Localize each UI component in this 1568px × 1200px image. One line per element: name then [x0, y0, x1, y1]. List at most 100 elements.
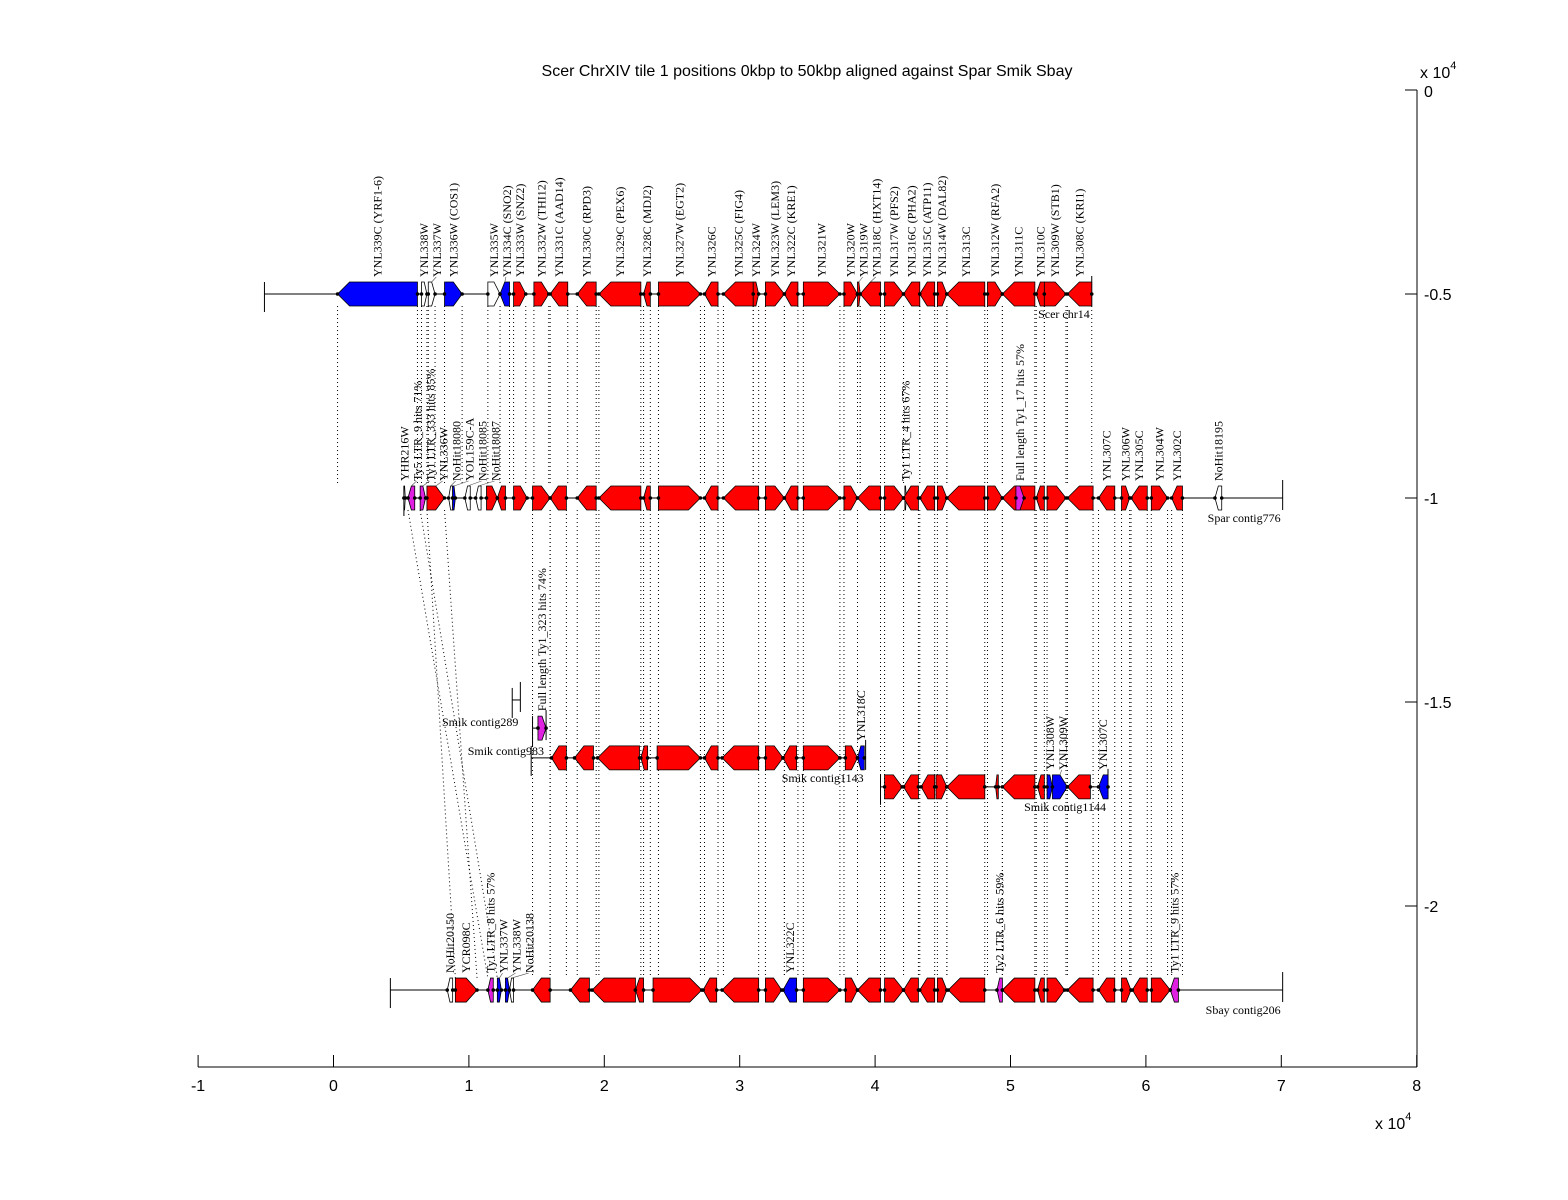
gene-label: YNL310C — [1033, 226, 1047, 277]
figure-title: Scer ChrXIV tile 1 positions 0kbp to 50k… — [542, 63, 1073, 80]
gene-boundary-dot — [982, 292, 987, 296]
gene-label: YNL304W — [1152, 426, 1166, 481]
gene-boundary-dot — [858, 292, 863, 296]
gene-arrow — [1046, 977, 1066, 1003]
gene-label: NoHit18087 — [489, 421, 503, 481]
gene-boundary-dot — [1050, 785, 1055, 789]
gene-boundary-dot — [1035, 988, 1040, 992]
gene-arrow — [721, 977, 760, 1003]
gene-arrow — [802, 485, 841, 511]
gene-boundary-dot — [901, 988, 906, 992]
gene-arrow — [658, 281, 701, 307]
label-leader-line — [422, 480, 430, 487]
gene-boundary-dot — [698, 756, 703, 760]
x-tick-label: 2 — [600, 1078, 609, 1095]
gene-boundary-dot — [1180, 496, 1185, 500]
contig-label: Smik contig1143 — [782, 771, 864, 785]
gene-boundary-dot — [1096, 988, 1101, 992]
gene-label: YNL315C (ATP11) — [920, 182, 934, 277]
gene-boundary-dot — [633, 988, 638, 992]
gene-boundary-dot — [1130, 988, 1135, 992]
gene-arrow — [802, 977, 841, 1003]
gene-arrow — [336, 281, 418, 307]
gene-boundary-dot — [1169, 496, 1174, 500]
gene-label: YNL330C (RPD3) — [580, 186, 594, 277]
gene-label: Ty2 LTR_6 hits 59% — [993, 873, 1007, 973]
gene-arrow — [1150, 977, 1171, 1003]
gene-boundary-dot — [495, 496, 500, 500]
gene-boundary-dot — [763, 496, 768, 500]
gene-arrow — [551, 745, 567, 771]
gene-label: YNL308C (KRI1) — [1073, 189, 1087, 277]
gene-boundary-dot — [1033, 785, 1037, 789]
gene-label: YNL308W — [1043, 715, 1057, 770]
gene-arrow — [783, 281, 799, 307]
gene-boundary-dot — [756, 988, 761, 992]
gene-boundary-dot — [855, 292, 860, 296]
contig-label: Smik contig1144 — [1024, 800, 1106, 814]
gene-label: YNL322C — [783, 922, 797, 973]
gene-boundary-dot — [460, 292, 464, 296]
gene-boundary-dot — [935, 496, 940, 500]
gene-arrow — [576, 485, 597, 511]
gene-arrow — [884, 281, 905, 307]
x-tick-label: 6 — [1141, 1078, 1150, 1095]
gene-boundary-dot — [446, 496, 451, 500]
gene-boundary-dot — [403, 496, 408, 500]
gene-boundary-dot — [919, 785, 923, 789]
gene-boundary-dot — [716, 292, 720, 296]
gene-boundary-dot — [1045, 496, 1049, 500]
gene-label: YNL337W — [497, 918, 511, 973]
gene-boundary-dot — [982, 785, 987, 789]
gene-arrow — [782, 977, 797, 1003]
gene-label: Ty1 LTR_8 hits 57% — [484, 873, 498, 973]
gene-arrow — [946, 485, 986, 511]
gene-boundary-dot — [995, 988, 999, 992]
gene-label: YNL309W — [1056, 715, 1070, 770]
gene-label: YNL321W — [815, 222, 829, 277]
gene-label: Ty1 LTR_333 hits 85% — [424, 369, 438, 481]
gene-arrow — [513, 485, 528, 511]
gene-boundary-dot — [549, 756, 554, 760]
contig-label: Smik contig983 — [468, 744, 544, 758]
gene-boundary-dot — [720, 988, 724, 992]
gene-boundary-dot — [1045, 785, 1049, 789]
axes: -1 0 1 2 3 4 5 6 7 8 0 -0.5 -1 -1.5 -2 x… — [191, 60, 1456, 1133]
gene-label: YNL335W — [487, 222, 501, 277]
gene-label: YNL320W — [844, 222, 858, 277]
gene-boundary-dot — [763, 988, 768, 992]
gene-arrow — [1098, 485, 1116, 511]
gene-boundary-dot — [594, 292, 598, 296]
ortholog-link-line — [426, 509, 456, 979]
gene-label: YNL306W — [1119, 426, 1133, 481]
gene-boundary-dot — [536, 726, 540, 730]
gene-arrow — [1098, 977, 1116, 1003]
contig-label: Sbay contig206 — [1206, 1003, 1281, 1017]
gene-label: NoHit20138 — [523, 913, 537, 973]
gene-boundary-dot — [945, 785, 949, 789]
label-leader-line — [478, 480, 495, 487]
gene-boundary-dot — [935, 292, 940, 296]
gene-label: YNL334C (SNO2) — [500, 185, 514, 277]
gene-arrow — [1015, 485, 1025, 511]
gene-boundary-dot — [656, 496, 661, 500]
gene-boundary-dot — [882, 292, 887, 296]
gene-boundary-dot — [838, 756, 842, 760]
gene-label: YNL333W (SNZ2) — [513, 184, 527, 277]
gene-arrow — [936, 977, 948, 1003]
gene-label: Ty1 LTR_9 hits 57% — [1167, 873, 1181, 973]
gene-boundary-dot — [1088, 785, 1093, 789]
gene-boundary-dot — [525, 496, 529, 500]
gene-arrow — [1169, 977, 1179, 1003]
gene-label: YNL323W (LEM3) — [768, 181, 782, 277]
gene-boundary-dot — [597, 292, 601, 296]
label-leader-line — [858, 276, 863, 283]
gene-boundary-dot — [1042, 496, 1047, 500]
gene-arrow — [903, 485, 919, 511]
gene-boundary-dot — [412, 496, 417, 500]
gene-arrow — [549, 485, 567, 511]
gene-arrow — [591, 977, 636, 1003]
gene-boundary-dot — [982, 988, 987, 992]
gene-arrow — [487, 977, 494, 1003]
